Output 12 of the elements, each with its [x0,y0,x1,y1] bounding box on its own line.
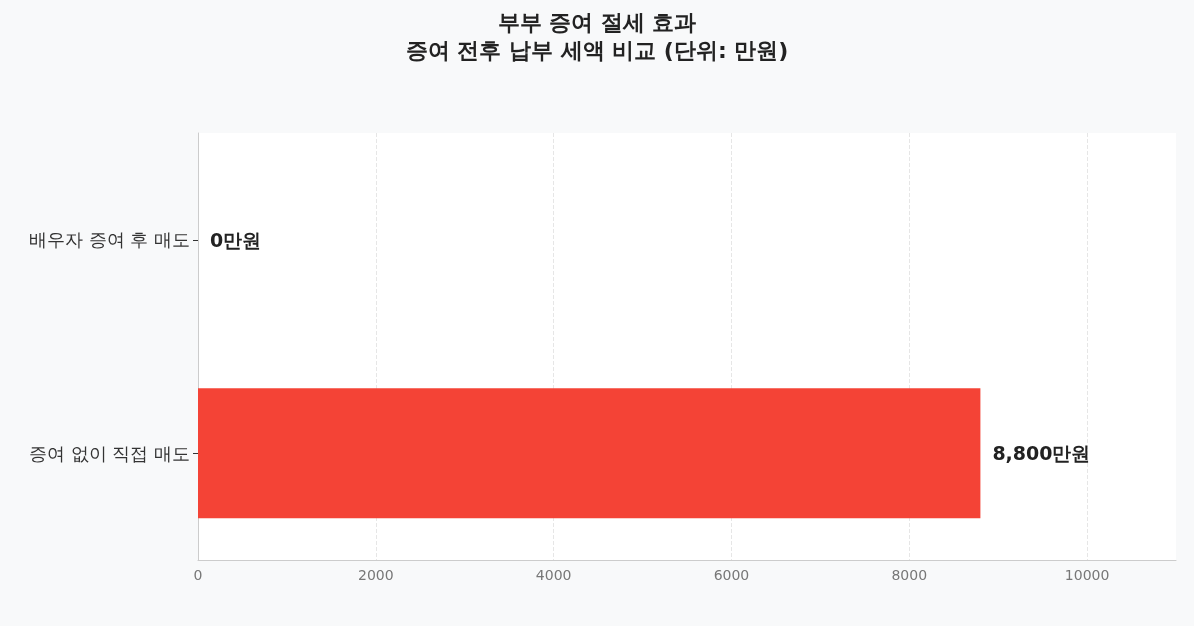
y-tick-label: 배우자 증여 후 매도 [28,229,190,251]
chart-title: 부부 증여 절세 효과 [497,9,697,35]
x-tick-label: 6000 [713,567,750,583]
x-tick-label: 8000 [891,567,928,583]
x-tick-label: 0 [193,567,203,583]
x-tick-label: 4000 [535,567,572,583]
data-label: 8,800만원 [992,442,1091,465]
data-label: 0만원 [210,228,262,251]
x-tick-label: 10000 [1064,567,1110,583]
x-tick-label: 2000 [358,567,394,583]
y-tick-label: 증여 없이 직접 매도 [28,442,190,464]
chart-subtitle: 증여 전후 납부 세액 비교 (단위: 만원) [405,37,789,63]
